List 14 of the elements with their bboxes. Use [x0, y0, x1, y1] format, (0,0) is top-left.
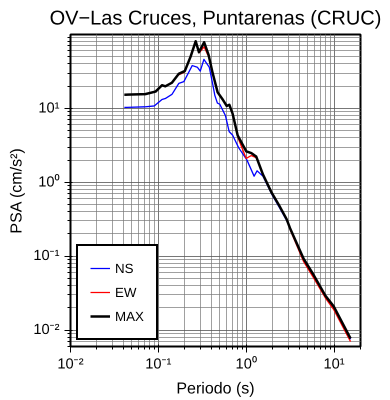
x-tick-label: 10⁻¹ — [145, 356, 172, 372]
x-tick-label: 10¹ — [323, 356, 345, 372]
y-tick-label: 10⁰ — [38, 173, 60, 190]
legend-label: NS — [115, 260, 135, 276]
y-tick-label: 10⁻¹ — [33, 248, 60, 264]
legend-label: MAX — [115, 308, 144, 324]
y-tick-label: 10¹ — [38, 100, 60, 116]
legend-label: EW — [115, 284, 136, 300]
y-tick-label: 10⁻² — [33, 322, 60, 338]
chart-title: OV−Las Cruces, Puntarenas (CRUC) — [50, 8, 382, 30]
y-axis-title: PSA (cm/s²) — [8, 148, 26, 234]
x-tick-label: 10⁰ — [236, 356, 257, 372]
x-axis-title: Periodo (s) — [176, 380, 255, 398]
x-tick-label: 10⁻² — [57, 356, 84, 372]
